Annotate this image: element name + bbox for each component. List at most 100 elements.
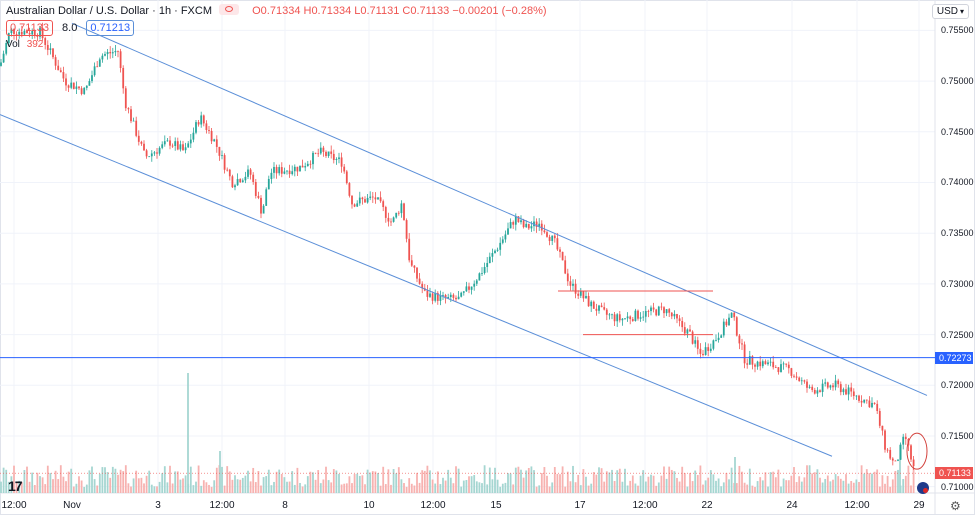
volume-bar <box>202 480 205 493</box>
candle <box>192 132 195 140</box>
volume-bar <box>49 472 52 493</box>
volume-bar <box>395 473 398 493</box>
volume-bar <box>145 475 148 493</box>
volume-bar <box>455 466 457 493</box>
volume-bar <box>491 479 494 493</box>
volume-bar <box>845 474 847 493</box>
candle <box>283 171 286 174</box>
chevron-down-icon: ▾ <box>959 7 964 16</box>
candle <box>751 356 754 365</box>
candle <box>637 310 639 319</box>
candle <box>551 235 554 241</box>
eye-icon[interactable] <box>219 4 240 15</box>
volume-bar <box>897 469 899 493</box>
candle <box>249 169 252 175</box>
candle <box>699 348 702 354</box>
candle <box>650 307 652 312</box>
volume-bar <box>694 470 697 493</box>
volume-bar <box>418 482 421 493</box>
symbol-title[interactable]: Australian Dollar / U.S. Dollar · 1h · F… <box>6 5 212 17</box>
volume-bar <box>44 484 47 493</box>
candle <box>855 395 858 397</box>
candle <box>371 196 374 198</box>
volume-bar <box>473 475 476 493</box>
volume-bar <box>301 486 304 493</box>
candle <box>83 87 86 94</box>
volume-bar <box>442 477 444 493</box>
volume-bar <box>767 486 769 493</box>
candle <box>600 305 603 308</box>
volume-bar <box>665 478 668 493</box>
volume-bar <box>88 470 91 493</box>
candle <box>213 139 216 142</box>
candle <box>96 66 99 68</box>
candle <box>257 195 260 198</box>
candle <box>306 163 309 167</box>
volume-bar <box>260 485 262 493</box>
volume-bar <box>322 479 325 493</box>
candle <box>447 297 450 299</box>
candle <box>364 199 366 203</box>
volume-bar <box>244 475 247 493</box>
candle <box>65 78 67 86</box>
candle <box>850 387 853 392</box>
volume-bar <box>338 473 340 493</box>
volume-bar <box>769 472 772 493</box>
price-tag: 0.72273 <box>935 351 973 364</box>
volume-bar <box>543 467 546 493</box>
volume-bar <box>785 480 788 493</box>
candle <box>338 157 340 160</box>
volume-bar <box>600 468 603 493</box>
candle <box>912 459 915 467</box>
volume-bar <box>598 467 600 493</box>
candle <box>163 141 166 145</box>
candle <box>275 166 278 174</box>
candle <box>868 400 871 408</box>
volume-bar <box>572 465 574 493</box>
volume-bar <box>327 480 330 493</box>
candle <box>819 390 821 392</box>
volume-bar <box>221 466 223 493</box>
candle <box>265 189 268 206</box>
volume-bar <box>304 484 307 493</box>
candle <box>886 449 889 451</box>
candle <box>72 82 75 89</box>
ask-button[interactable]: 0.71213 <box>86 20 135 36</box>
candles <box>0 22 915 470</box>
candle <box>881 425 884 431</box>
candle <box>80 88 83 94</box>
volume-spike <box>187 373 189 493</box>
candle <box>530 226 533 229</box>
candle <box>624 318 626 320</box>
currency-selector[interactable]: USD ▾ <box>931 4 969 19</box>
candle <box>673 314 676 317</box>
candle <box>860 400 863 403</box>
volume-bar <box>540 473 543 493</box>
volume-bar <box>2 467 5 493</box>
candle <box>481 273 483 274</box>
volume-bar <box>582 469 585 493</box>
volume-bar <box>7 481 10 493</box>
volume-bar <box>135 470 138 493</box>
candle <box>772 361 775 368</box>
volume-bar <box>790 475 793 493</box>
candle <box>104 54 106 56</box>
gear-icon[interactable]: ⚙ <box>950 499 961 513</box>
candle <box>418 278 421 284</box>
volume-bar <box>169 465 171 493</box>
bid-button[interactable]: 0.71133 <box>6 20 53 36</box>
volume-bar <box>587 485 590 493</box>
volume-bar <box>158 481 161 493</box>
candle <box>452 294 455 298</box>
volume-bar <box>205 482 208 493</box>
tradingview-logo-icon[interactable]: 17 <box>8 478 23 494</box>
candle <box>184 147 187 151</box>
volume-bar <box>603 481 606 493</box>
volume-bar <box>795 482 798 493</box>
volume-bar <box>247 470 249 493</box>
volume-bar <box>423 470 426 493</box>
candle <box>124 88 127 109</box>
volume-bar <box>96 485 99 493</box>
volume-bar <box>774 477 777 493</box>
